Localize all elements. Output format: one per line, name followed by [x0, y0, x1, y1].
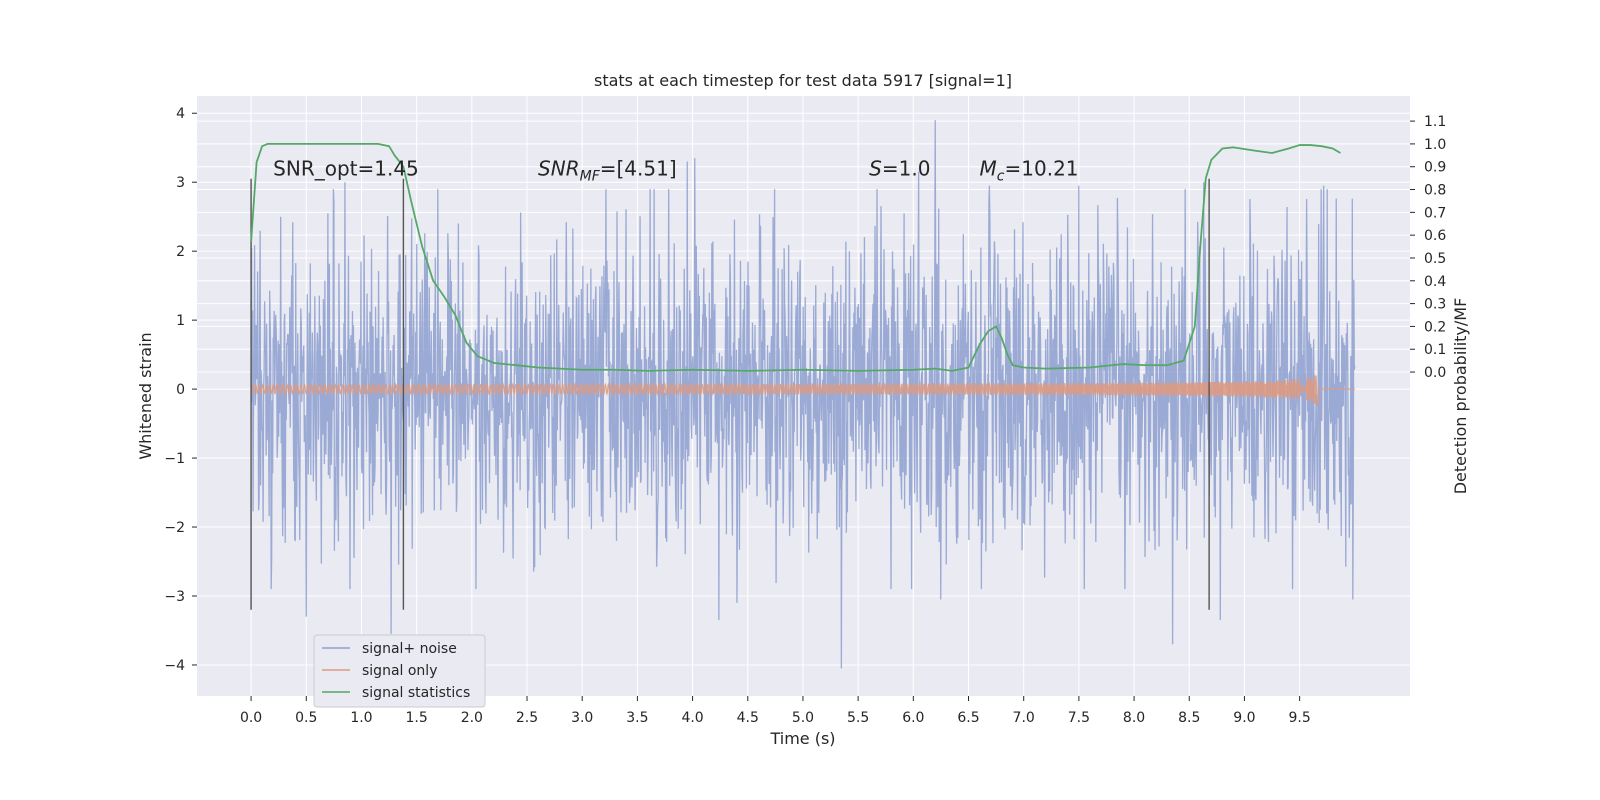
y-tick-label: 1	[176, 313, 185, 329]
annotations: SNR_opt=1.45 SNRMF=[4.51] S=1.0 Mc=10.21	[273, 156, 1078, 184]
y-right-tick-label: 0.2	[1424, 319, 1446, 335]
y-right-tick-label: 0.4	[1424, 274, 1446, 290]
y-tick-label: −3	[164, 589, 185, 605]
x-tick-label: 1.5	[406, 710, 428, 726]
x-tick-label: 7.5	[1068, 710, 1090, 726]
x-tick-label: 8.0	[1123, 710, 1145, 726]
x-tick-label: 3.0	[571, 710, 593, 726]
legend-label-signal-only: signal only	[362, 663, 437, 679]
y-tick-labels: 4 3 2 1 0 −1 −2 −3 −4	[164, 106, 197, 674]
x-tick-label: 8.5	[1178, 710, 1200, 726]
x-tick-label: 5.0	[792, 710, 814, 726]
y-right-tick-label: 0.6	[1424, 228, 1446, 244]
x-tick-label: 1.0	[350, 710, 372, 726]
x-tick-label: 0.0	[240, 710, 262, 726]
x-tick-label: 3.5	[626, 710, 648, 726]
x-tick-label: 4.5	[737, 710, 759, 726]
y-tick-label: 3	[176, 175, 185, 191]
annotation-text: S=1.0	[869, 156, 930, 180]
signal-noise-series	[250, 120, 1356, 669]
y-tick-label: −1	[164, 451, 185, 467]
y-tick-label: 2	[176, 244, 185, 260]
x-tick-label: 7.0	[1013, 710, 1035, 726]
legend: signal+ noise signal only signal statist…	[313, 634, 486, 708]
x-tick-label: 2.0	[461, 710, 483, 726]
y-right-axis-label: Detection probability/MF	[1451, 298, 1470, 495]
annotation-text: SNRMF=[4.51]	[538, 156, 677, 184]
x-tick-label: 2.5	[516, 710, 538, 726]
x-axis-label: Time (s)	[769, 729, 835, 748]
y-right-tick-label: 0.1	[1424, 342, 1446, 358]
x-tick-label: 5.5	[847, 710, 869, 726]
legend-box	[313, 634, 486, 708]
y-right-tick-label: 0.7	[1424, 205, 1446, 221]
y-axis-label: Whitened strain	[136, 332, 155, 459]
y-tick-label: 0	[176, 382, 185, 398]
x-tick-label: 4.0	[681, 710, 703, 726]
y-right-tick-label: 0.9	[1424, 160, 1446, 176]
x-tick-label: 9.0	[1233, 710, 1255, 726]
y-right-tick-label: 1.1	[1424, 114, 1446, 130]
y-tick-label: −2	[164, 520, 185, 536]
y-right-tick-label: 0.8	[1424, 183, 1446, 199]
signal-noise-line	[250, 120, 1356, 669]
annotation-text: Mc=10.21	[980, 156, 1079, 184]
x-tick-label: 0.5	[295, 710, 317, 726]
signal-statistics-series	[250, 143, 1341, 372]
signal-only-line	[250, 375, 1355, 408]
y-right-tick-label: 0.0	[1424, 365, 1446, 381]
vertical-markers	[250, 178, 1210, 610]
y-right-tick-labels: 1.1 1.0 0.9 0.8 0.7 0.6 0.5 0.4 0.3 0.2 0.1 0.0	[1410, 114, 1446, 381]
y-right-tick-label: 0.5	[1424, 251, 1446, 267]
y-tick-label: 4	[176, 106, 185, 122]
chart-title: stats at each timestep for test data 591…	[594, 71, 1012, 90]
legend-label-signal-statistics: signal statistics	[362, 685, 470, 701]
signal-statistics-line	[250, 143, 1341, 372]
x-tick-labels: 0.0 0.5 1.0 1.5 2.0 2.5 3.0 3.5 4.0 4.5 5.0 5.5 6.0 6…	[240, 696, 1311, 726]
legend-label-signal-noise: signal+ noise	[362, 641, 457, 657]
x-tick-label: 6.0	[902, 710, 924, 726]
y-right-tick-label: 0.3	[1424, 297, 1446, 313]
signal-only-series	[250, 375, 1355, 408]
y-tick-label: −4	[164, 658, 185, 674]
x-tick-label: 9.5	[1288, 710, 1310, 726]
y-right-tick-label: 1.0	[1424, 137, 1446, 153]
x-tick-label: 6.5	[957, 710, 979, 726]
annotation-text: SNR_opt=1.45	[273, 156, 419, 180]
